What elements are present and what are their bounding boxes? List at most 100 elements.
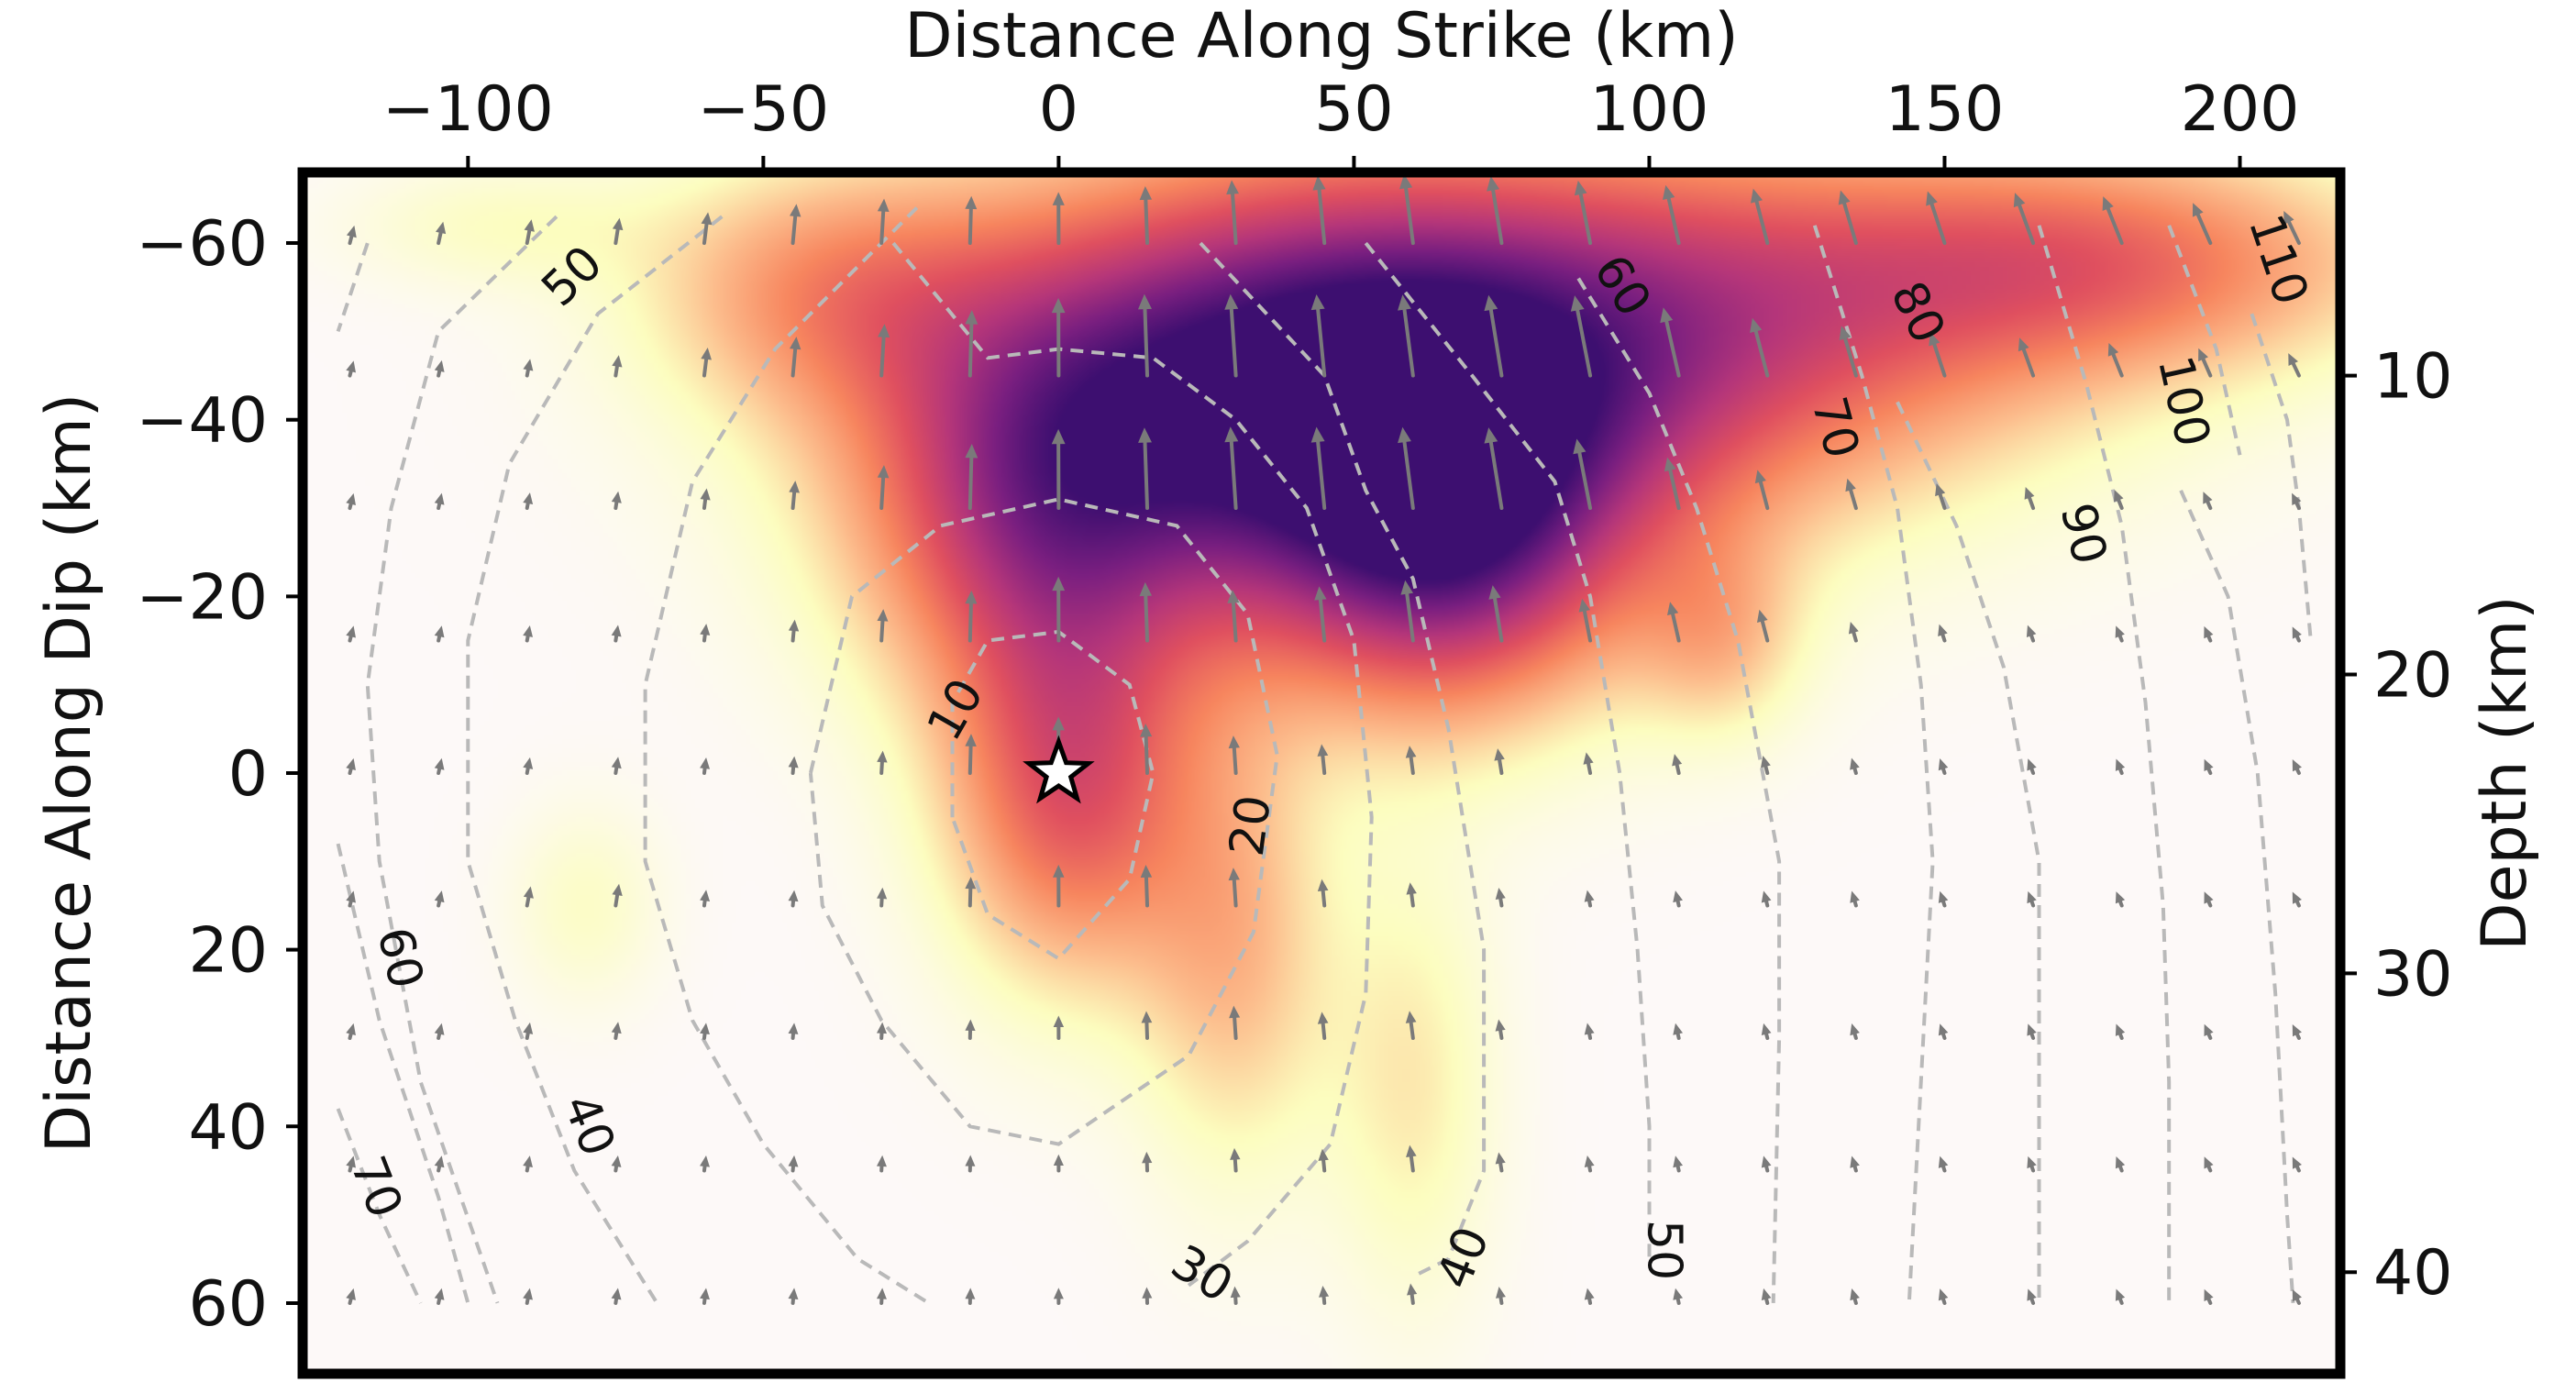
slip-arrow (434, 492, 445, 511)
slip-arrow (1584, 1155, 1595, 1173)
slip-arrow (2027, 1288, 2037, 1305)
slip-arrow (1229, 1005, 1241, 1040)
slip-arrow (1583, 752, 1594, 775)
slip-arrow (1228, 868, 1240, 908)
slip-arrow (612, 883, 623, 908)
slip-arrow (1574, 180, 1593, 246)
slip-arrow (1317, 1012, 1329, 1040)
slip-arrow (346, 1023, 356, 1040)
slip-arrow (965, 443, 978, 511)
slip-arrow (524, 219, 535, 246)
slip-arrow (2204, 758, 2214, 775)
slip-arrow (1845, 478, 1858, 511)
slip-arrow (2292, 891, 2302, 908)
contour-line (2037, 225, 2172, 1303)
slip-arrow (523, 886, 534, 908)
y-tick-label: −20 (136, 561, 268, 634)
slip-arrow (1230, 1286, 1241, 1305)
y-tick-label: 0 (228, 738, 268, 811)
slip-arrow (1142, 1287, 1153, 1305)
depth-axis-ticks: 10 20 30 40 (2340, 341, 2453, 1310)
slip-arrow (876, 1288, 887, 1305)
slip-arrow (790, 204, 802, 246)
slip-arrow (1761, 1155, 1772, 1173)
slip-arrow (1140, 724, 1153, 775)
slip-arrow (1662, 184, 1681, 246)
slip-arrow (346, 1155, 356, 1173)
depth-tick-label: 10 (2373, 341, 2453, 414)
slip-arrow (1319, 1286, 1330, 1305)
contour-line (891, 241, 1374, 1288)
slip-arrow (2203, 492, 2213, 511)
slip-arrow (1672, 754, 1683, 775)
slip-arrow (876, 1155, 887, 1173)
slip-arrow (2192, 203, 2213, 246)
slip-arrow (1228, 735, 1240, 775)
slip-arrow (1761, 756, 1771, 775)
slip-arrow (1938, 1155, 1949, 1173)
slip-arrow (700, 488, 711, 511)
slip-arrow (1926, 191, 1947, 246)
slip-arrow (1224, 293, 1239, 378)
slip-arrow (1227, 589, 1240, 643)
strike-axis-ticks: −100 −50 0 50 100 150 200 (382, 73, 2299, 172)
hypocenter-star-icon (1023, 735, 1095, 804)
slip-arrow (523, 1022, 534, 1040)
slip-arrow (611, 757, 622, 775)
slip-arrow (434, 1155, 445, 1173)
slip-arrow (1850, 890, 1860, 908)
x-tick-label: 200 (2181, 73, 2300, 146)
slip-arrow (1310, 293, 1327, 378)
contour-line (1364, 241, 1652, 1259)
slip-arrow (700, 624, 711, 643)
slip-arrow (346, 757, 356, 775)
slip-arrow (1850, 757, 1860, 775)
contour-line (336, 1108, 423, 1304)
contour-line (466, 215, 724, 1304)
contour-line (336, 843, 470, 1304)
slip-arrow (1317, 744, 1329, 775)
slip-arrow (1673, 890, 1683, 908)
slip-arrow (1938, 758, 1949, 775)
slip-arrow (700, 1155, 710, 1173)
slip-arrow (611, 491, 622, 511)
slip-arrow (346, 890, 356, 908)
slip-arrow (965, 1155, 976, 1173)
slip-arrow (612, 355, 623, 378)
contour-line (1199, 241, 1487, 1278)
slip-direction-arrows (346, 173, 2302, 1305)
slip-arrow (1398, 426, 1415, 511)
slip-arrow (611, 1022, 622, 1040)
slip-arrow (2292, 1156, 2302, 1173)
slip-arrow (965, 590, 978, 643)
slip-arrow (2114, 489, 2124, 511)
slip-arrow (877, 750, 888, 775)
slip-arrow (346, 225, 357, 246)
y-tick-label: 40 (188, 1091, 268, 1164)
contour-line (1896, 401, 2041, 1303)
slip-arrow (1488, 585, 1504, 643)
x-tick-label: −50 (698, 73, 830, 146)
slip-arrow (1398, 294, 1415, 378)
contour-line (2179, 489, 2295, 1304)
slip-arrow (1750, 317, 1770, 378)
slip-arrow (1584, 1023, 1595, 1040)
slip-arrow (877, 198, 890, 246)
slip-arrow (1317, 879, 1329, 908)
slip-arrow (1850, 1023, 1860, 1040)
slip-arrow (1848, 621, 1859, 643)
slip-arrow (1230, 1147, 1241, 1173)
slip-arrow (2027, 890, 2037, 908)
slip-arrow (1584, 890, 1595, 908)
slip-arrow (965, 1019, 976, 1040)
contour-line (950, 629, 1155, 961)
strike-axis-title: Distance Along Strike (km) (904, 0, 1739, 72)
slip-arrow (1405, 746, 1417, 775)
slip-arrow (2115, 1288, 2126, 1305)
slip-arrow (965, 734, 977, 775)
slip-arrow (2102, 196, 2124, 246)
slip-arrow (1224, 426, 1239, 511)
depth-tick-label: 20 (2373, 639, 2453, 712)
slip-arrow (1929, 332, 1947, 378)
